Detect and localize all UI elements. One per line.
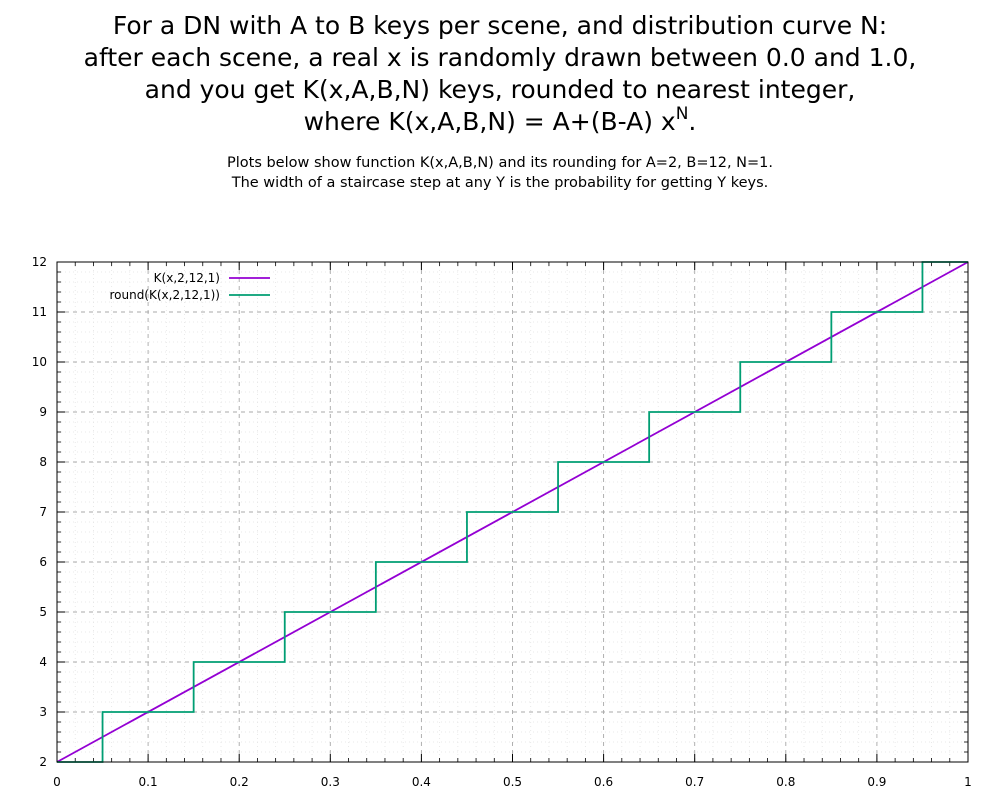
y-tick-label: 12	[32, 255, 47, 269]
title-period: .	[688, 107, 697, 136]
x-tick-label: 0.9	[867, 775, 886, 789]
plot-frame	[56, 261, 969, 763]
x-tick-label: 0.5	[503, 775, 522, 789]
x-tick-label: 1	[964, 775, 972, 789]
y-tick-label: 10	[32, 355, 47, 369]
x-tick-label: 0.8	[776, 775, 795, 789]
subtitle-line-2: The width of a staircase step at any Y i…	[231, 175, 769, 191]
chart-subtitle: Plots below show function K(x,A,B,N) and…	[0, 153, 1000, 193]
title-formula: where K(x,A,B,N) = A+(B-A) x	[303, 107, 676, 136]
y-tick-label: 2	[39, 755, 47, 769]
title-line-1: For a DN with A to B keys per scene, and…	[112, 11, 888, 40]
major-grid	[57, 262, 968, 762]
title-exponent: N	[675, 104, 689, 124]
y-tick-label: 11	[32, 305, 47, 319]
x-tick-label: 0.6	[594, 775, 613, 789]
y-tick-label: 6	[39, 555, 47, 569]
title-line-2: after each scene, a real x is randomly d…	[83, 43, 917, 72]
x-tick-label: 0.1	[139, 775, 158, 789]
series-step-round	[57, 261, 968, 763]
legend: K(x,2,12,1) round(K(x,2,12,1))	[109, 271, 270, 302]
y-tick-label: 5	[39, 605, 47, 619]
x-tick-label: 0.3	[321, 775, 340, 789]
x-tick-label: 0	[53, 775, 61, 789]
tick-labels: 0 0.1 0.2 0.3 0.4 0.5 0.6 0.7 0.8 0.9 123456789101…	[32, 255, 972, 789]
y-tick-label: 4	[39, 655, 47, 669]
y-tick-label: 3	[39, 705, 47, 719]
x-tick-label: 0.4	[412, 775, 431, 789]
y-tick-label: 9	[39, 405, 47, 419]
minor-grid	[57, 262, 968, 762]
title-line-3: and you get K(x,A,B,N) keys, rounded to …	[144, 75, 856, 104]
x-tick-label: 0.2	[230, 775, 249, 789]
subtitle-line-1: Plots below show function K(x,A,B,N) and…	[226, 155, 773, 171]
legend-label: round(K(x,2,12,1))	[109, 288, 220, 302]
x-tick-label: 0.7	[685, 775, 704, 789]
title-line-4: where K(x,A,B,N) = A+(B-A) xN.	[0, 106, 1000, 138]
chart-title: For a DN with A to B keys per scene, and…	[0, 10, 1000, 138]
y-tick-label: 8	[39, 455, 47, 469]
legend-label: K(x,2,12,1)	[154, 271, 220, 285]
y-tick-label: 7	[39, 505, 47, 519]
plot-series	[56, 261, 969, 763]
